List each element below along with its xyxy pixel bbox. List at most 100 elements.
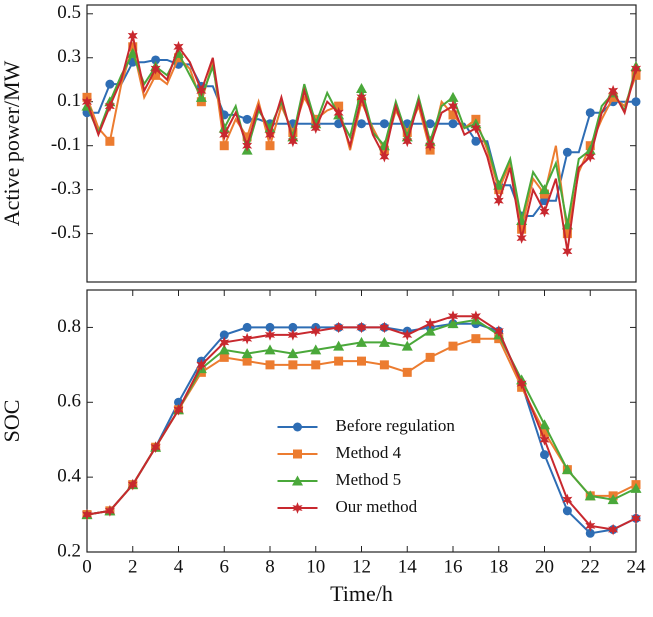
data-point — [562, 147, 572, 157]
data-point — [470, 310, 481, 323]
data-point — [585, 150, 596, 163]
data-point — [127, 47, 139, 58]
data-point — [310, 325, 321, 337]
y-axis-label: Active power/MW — [0, 60, 24, 226]
data-point — [425, 119, 435, 129]
data-point — [539, 433, 550, 446]
legend-label: Before regulation — [336, 416, 456, 435]
data-point — [379, 150, 390, 163]
data-point — [402, 329, 413, 341]
data-point — [631, 70, 641, 80]
data-point — [471, 334, 481, 344]
data-point — [287, 329, 298, 341]
data-point — [219, 141, 229, 151]
legend-marker — [293, 449, 302, 459]
data-point — [585, 528, 595, 538]
y-tick-label: 0.5 — [57, 2, 81, 23]
data-point — [630, 482, 642, 493]
data-point — [470, 122, 481, 134]
y-tick-label: 0.3 — [57, 46, 81, 67]
y-tick-label: -0.5 — [51, 222, 81, 243]
data-point — [631, 97, 641, 107]
data-point — [287, 135, 298, 148]
y-tick-label: -0.3 — [51, 178, 81, 199]
x-tick-label: 6 — [220, 556, 230, 577]
data-point — [219, 336, 230, 349]
data-point — [288, 322, 298, 332]
data-point — [218, 344, 230, 355]
data-point — [607, 494, 619, 505]
x-tick-label: 18 — [489, 556, 508, 577]
x-tick-label: 0 — [82, 556, 92, 577]
data-point — [196, 359, 207, 371]
x-tick-label: 12 — [352, 556, 371, 577]
data-point — [357, 356, 366, 366]
data-point — [630, 62, 642, 75]
data-point — [540, 450, 549, 460]
x-tick-label: 4 — [174, 556, 184, 577]
data-point — [81, 95, 93, 108]
data-point — [173, 40, 184, 53]
data-point — [401, 340, 413, 351]
data-point — [242, 356, 252, 366]
data-point — [448, 119, 458, 129]
data-point — [127, 478, 138, 491]
data-point — [265, 141, 275, 151]
data-point — [127, 29, 138, 42]
data-point — [105, 136, 115, 146]
y-tick-label: 0.4 — [57, 466, 81, 487]
data-point — [195, 91, 207, 102]
data-point — [242, 114, 252, 124]
data-point — [333, 340, 345, 351]
x-tick-label: 8 — [265, 556, 275, 577]
data-point — [585, 108, 595, 118]
x-tick-label: 20 — [535, 556, 554, 577]
legend-marker — [293, 422, 302, 432]
data-point — [219, 128, 230, 141]
data-point — [516, 232, 527, 244]
data-point — [356, 91, 367, 104]
data-point — [539, 205, 550, 218]
x-axis-label: Time/h — [330, 581, 393, 606]
data-point — [584, 144, 596, 155]
legend-label: Method 5 — [336, 470, 402, 489]
data-point — [264, 329, 276, 341]
data-point — [561, 464, 573, 475]
legend-label: Method 4 — [336, 443, 402, 462]
data-point — [448, 110, 458, 120]
data-point — [425, 139, 436, 152]
series-line — [86, 35, 637, 252]
data-point — [562, 245, 573, 258]
data-point — [242, 332, 253, 345]
data-point — [424, 325, 436, 336]
data-point — [104, 505, 115, 517]
data-point — [630, 512, 642, 525]
data-point — [334, 101, 344, 111]
data-point — [447, 91, 459, 102]
data-point — [379, 360, 389, 370]
data-point — [105, 79, 115, 89]
x-tick-label: 10 — [306, 556, 325, 577]
data-point — [150, 62, 161, 75]
data-point — [265, 322, 275, 332]
data-point — [356, 336, 367, 347]
data-point — [517, 224, 527, 234]
data-point — [562, 506, 572, 516]
data-point — [493, 325, 504, 337]
y-tick-label: 0.2 — [57, 540, 81, 561]
data-point — [356, 321, 367, 334]
data-point — [493, 194, 504, 207]
x-tick-label: 24 — [627, 556, 647, 577]
data-point — [357, 119, 366, 129]
data-point — [447, 318, 459, 329]
data-point — [356, 83, 367, 94]
y-tick-label: -0.1 — [51, 134, 81, 155]
data-point — [516, 377, 527, 390]
data-point — [334, 356, 344, 366]
data-point — [128, 42, 138, 52]
data-point — [425, 352, 435, 362]
data-point — [379, 321, 390, 334]
data-point — [264, 344, 276, 355]
data-point — [310, 122, 321, 134]
data-point — [447, 310, 459, 323]
